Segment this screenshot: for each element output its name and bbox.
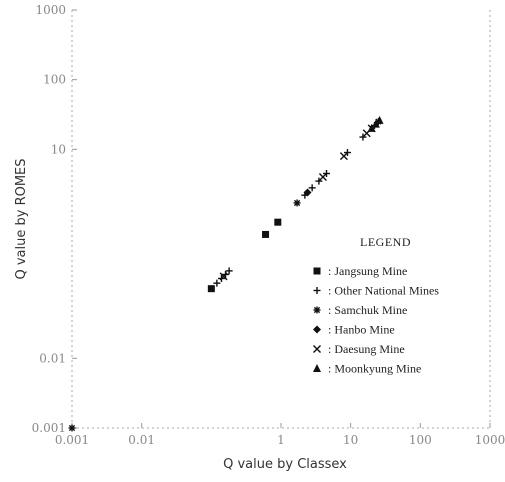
point-jangsung-mine (262, 230, 270, 238)
legend-marker-moonkyung-mine (313, 364, 321, 372)
x-tick-label: 0.001 (55, 433, 89, 447)
point-other-national-mines (225, 267, 233, 275)
point-moonkyung-mine (367, 123, 376, 132)
point-samchuk-mine (68, 424, 76, 432)
y-tick-label: 0.01 (39, 351, 66, 365)
point-other-national-mines (343, 149, 351, 157)
x-tick-label: 1 (277, 433, 285, 447)
x-tick-label: 1000 (475, 433, 505, 447)
y-tick-label: 0.001 (32, 421, 66, 435)
point-samchuk-mine (293, 199, 301, 207)
ticks: 0.001 0.01 1 10 100 1000 0.001 0.01 10 100 1000 (32, 3, 505, 447)
legend-marker-jangsung-mine (313, 267, 321, 275)
point-other-national-mines (323, 169, 331, 177)
point-other-national-mines (315, 177, 323, 185)
point-hanbo-mine (303, 188, 312, 197)
point-other-national-mines (213, 279, 221, 287)
y-tick-label: 1000 (35, 3, 66, 17)
point-other-national-mines (308, 184, 316, 192)
legend-marker-samchuk-mine (313, 306, 321, 314)
legend-entry-jangsung-mine: : Jangsung Mine (328, 264, 407, 278)
legend-title: LEGEND (360, 235, 411, 249)
y-tick-label: 10 (51, 142, 66, 156)
point-jangsung-mine (274, 218, 282, 226)
point-moonkyung-mine (375, 115, 384, 124)
legend-entry-hanbo-mine: : Hanbo Mine (328, 323, 395, 337)
x-tick-label: 100 (409, 433, 432, 447)
point-jangsung-mine (207, 285, 215, 293)
point-daesung-mine (339, 152, 348, 161)
point-other-national-mines (359, 133, 367, 141)
point-daesung-mine (318, 173, 327, 182)
legend-marker-daesung-mine (313, 345, 321, 353)
legend-entry-moonkyung-mine: : Moonkyung Mine (328, 362, 421, 376)
legend: LEGEND : Jangsung Mine : Other National M… (313, 235, 439, 376)
data-marks (68, 115, 384, 432)
y-axis-label: Q value by ROMES (14, 158, 29, 279)
legend-marker-other-national-mines (313, 287, 321, 294)
legend-entry-samchuk-mine: : Samchuk Mine (328, 303, 407, 317)
x-axis-label: Q value by Classex (223, 457, 347, 472)
x-tick-label: 0.01 (128, 433, 155, 447)
y-tick-label: 100 (43, 73, 66, 87)
legend-entry-daesung-mine: : Daesung Mine (328, 342, 405, 356)
point-daesung-mine (219, 272, 228, 281)
legend-entry-other-national-mines: : Other National Mines (328, 284, 439, 298)
legend-marker-hanbo-mine (313, 325, 321, 334)
x-tick-label: 10 (343, 433, 358, 447)
